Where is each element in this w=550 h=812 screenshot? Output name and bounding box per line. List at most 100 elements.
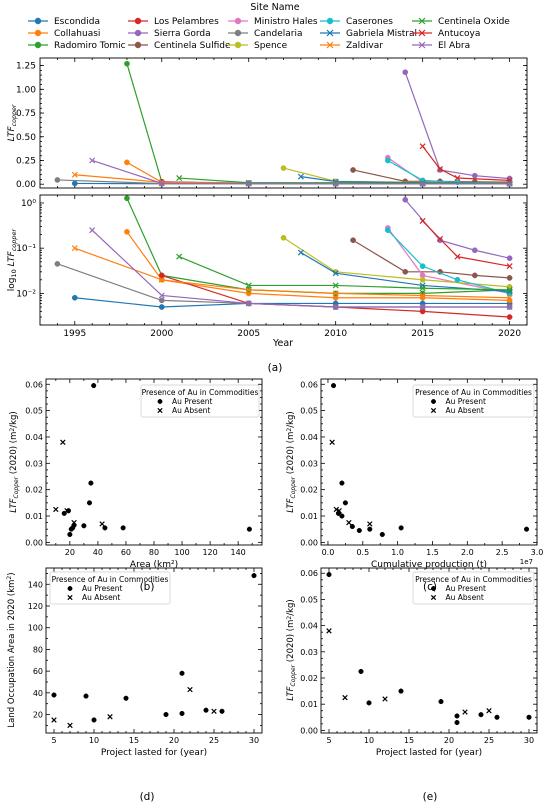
data-point [245,300,252,307]
y-tick-label: 20 [33,711,43,720]
legend-label: Au Absent [82,593,120,602]
panel-e-scatter: 5 10 15 20 25 30 0.00 0.01 0.02 0.03 0.04 0.05 0.06 P… [286,567,538,758]
data-point [506,286,513,293]
data-point [71,180,78,187]
legend-label: Spence [254,41,288,51]
series-sierra-gorda [402,196,513,262]
legend-marker [234,29,242,37]
data-point [245,180,252,187]
x-tick-label: 2.0 [461,548,474,557]
data-point [478,712,484,718]
legend-marker [67,586,73,591]
data-point [462,709,468,715]
legend-frame [49,571,171,605]
legend-item-caserones: Caserones [320,17,393,27]
data-point [67,531,73,538]
series-el-abra [89,157,513,187]
x-tick-label: 3.0 [531,548,544,557]
data-point [379,531,385,538]
series-centinela-sulfide [350,237,513,281]
y-tick-label: 0.02 [25,486,43,495]
series-zaldivar [71,245,513,301]
data-point [89,227,96,234]
data-point [163,711,169,718]
legend-item-radomiro-tomic: Radomiro Tomic [28,41,126,51]
x-tick-label: 0.5 [356,548,369,557]
x-multiplier: 1e7 [520,558,533,566]
data-point [51,717,57,723]
y-tick-label: 1.00 [16,85,36,95]
y-tick-label: 1.25 [16,62,36,72]
x-tick-label: 10 [364,736,374,745]
y-tick-label: 140 [28,580,43,589]
panel-label: (a) [268,362,283,374]
legend-marker [34,41,42,49]
data-point [120,525,126,531]
series-au-present [326,571,532,726]
y-tick-label: 0.04 [300,622,318,631]
data-point [506,263,513,270]
plot-frame [45,567,263,734]
legend-label: Los Pelambres [154,17,219,27]
data-point [280,234,287,241]
data-point [102,525,108,531]
x-tick-label: 20 [169,736,179,745]
data-point [203,707,209,713]
legend-marker [326,41,334,49]
data-point [419,292,426,299]
x-tick-label: 10 [89,736,99,745]
legend-item-ministro-hales: Ministro Hales [228,17,318,27]
legend-item-los-pelambres: Los Pelambres [128,17,219,27]
data-point [398,525,404,531]
data-point [471,272,478,279]
series-line [387,229,510,294]
data-point [339,480,345,486]
series-line [422,220,510,267]
data-point [158,180,165,187]
data-point [419,303,426,311]
y-tick-label: 0.03 [300,459,318,468]
series-antucoya [419,217,513,270]
data-point [176,253,183,260]
panel-labels: (a) (b) (c) (d) (e) [140,362,438,803]
y-tick-label: 0.02 [300,674,318,683]
legend-label: Centinela Sulfide [154,41,231,51]
series-line [283,237,510,288]
data-point [158,276,165,283]
data-point [419,180,426,187]
data-point [454,175,461,182]
series-au-present [51,573,257,723]
legend-label: Ministro Hales [254,17,318,27]
legend-marker [134,41,142,49]
y-tick-label: 10⁻² [16,289,36,299]
data-point [51,692,57,698]
series-line [74,297,510,308]
data-point [454,253,461,260]
x-tick-label: 120 [202,548,217,557]
data-point [99,521,105,527]
data-point [88,480,94,486]
data-point [158,272,165,279]
data-point [158,179,165,186]
x-tick-label: 30 [524,736,534,745]
y-tick-label: 0.00 [300,726,318,735]
data-point [158,297,165,304]
series-au-present [330,383,530,538]
legend-label: Zaldivar [346,41,383,51]
data-point [346,519,352,526]
series-line [126,198,510,294]
y-tick-label: 0.05 [25,407,43,416]
x-tick-label: 0.0 [322,548,335,557]
legend-title: Presence of Au in Commodities [52,575,169,584]
y-tick-label: 0.06 [25,380,43,389]
data-point [158,292,165,299]
data-point [506,255,513,262]
data-point [158,304,165,310]
data-point [402,69,409,76]
plot-frame [320,378,538,546]
legend-label: Au Absent [172,406,210,415]
series-line [422,145,510,182]
